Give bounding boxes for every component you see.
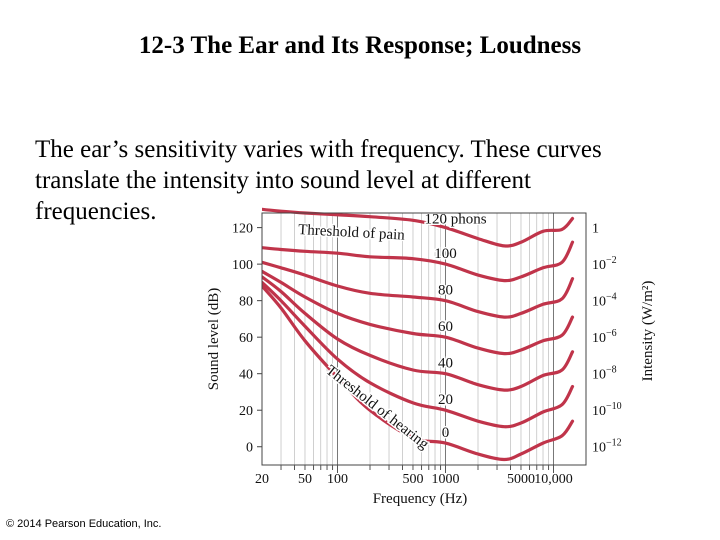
y-tick-label: 80	[239, 295, 253, 310]
body-line-1: The ear’s sensitivity varies with freque…	[35, 136, 602, 163]
curve-label-100: 100	[434, 246, 457, 262]
curve-label-0: 0	[442, 425, 450, 441]
curve-label-60: 60	[438, 319, 453, 335]
curve-label-80: 80	[438, 283, 453, 299]
x-tick-label: 100	[327, 472, 348, 487]
y-tick-label: 100	[232, 258, 253, 273]
y2-tick-label: 10−8	[592, 365, 617, 383]
loudness-curve-20	[262, 280, 575, 429]
curve-label-20: 20	[438, 392, 453, 408]
x-axis-label: Frequency (Hz)	[373, 491, 468, 507]
y2-axis-label: Intensity (W/m²)	[640, 281, 656, 382]
curve-label-40: 40	[438, 356, 453, 372]
body-line-2: translate the intensity into sound level…	[35, 167, 531, 194]
y-axis-label: Sound level (dB)	[206, 288, 222, 391]
copyright-notice: © 2014 Pearson Education, Inc.	[6, 518, 162, 530]
chart-grid	[280, 213, 554, 465]
y2-tick-label: 10−12	[592, 438, 622, 456]
y2-tick-label: 10−10	[592, 401, 622, 419]
loudness-curve-100	[262, 240, 575, 283]
x-tick-label: 5000	[507, 472, 535, 487]
body-line-3: frequencies.	[35, 198, 157, 225]
threshold-of-hearing-label: Threshold of hearing	[323, 363, 432, 453]
x-tick-label: 20	[255, 472, 269, 487]
x-tick-label: 10,000	[534, 472, 573, 487]
y2-tick-label: 10−2	[592, 255, 617, 273]
threshold-of-pain-label: Threshold of pain	[298, 222, 406, 244]
loudness-curve-0	[262, 284, 575, 462]
y-tick-label: 20	[239, 404, 253, 419]
y-tick-label: 120	[232, 222, 253, 237]
y2-tick-label: 1	[592, 222, 599, 237]
y-tick-label: 0	[246, 441, 253, 456]
x-tick-label: 50	[298, 472, 312, 487]
y-tick-label: 60	[239, 331, 253, 346]
y2-tick-label: 10−6	[592, 328, 617, 346]
loudness-curve-40	[262, 275, 575, 392]
body-text: The ear’s sensitivity varies with freque…	[35, 134, 695, 227]
loudness-curve-60	[262, 269, 575, 356]
x-tick-label: 1000	[431, 472, 459, 487]
y2-tick-label: 10−4	[592, 292, 617, 310]
y-tick-label: 40	[239, 368, 253, 383]
x-tick-label: 500	[402, 472, 423, 487]
curve-label-120-phons: 120 phons	[424, 212, 486, 228]
slide-title: 12-3 The Ear and Its Response; Loudness	[138, 32, 582, 59]
chart-curves	[262, 207, 575, 462]
plot-frame	[261, 212, 587, 466]
loudness-curve-80	[262, 260, 575, 319]
